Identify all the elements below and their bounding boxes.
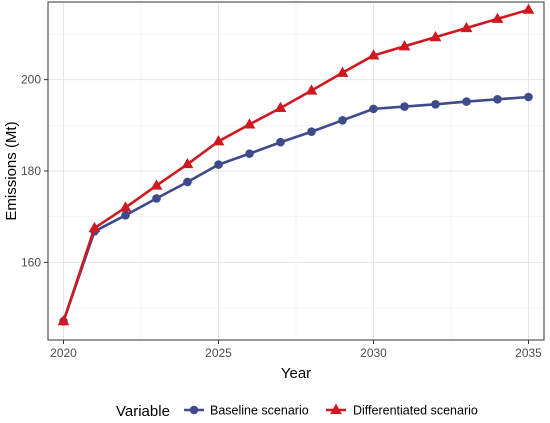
data-point-circle: [183, 177, 192, 187]
data-point-circle: [152, 194, 161, 203]
data-point-triangle: [367, 49, 380, 60]
data-point-triangle: [150, 179, 163, 190]
data-point-circle: [307, 127, 316, 137]
legend-title: Variable: [116, 403, 170, 420]
data-point-triangle: [212, 135, 225, 146]
y-tick-label: 180: [21, 164, 41, 178]
data-point-circle: [462, 97, 471, 106]
data-point-triangle: [429, 30, 442, 42]
data-point-circle: [276, 137, 285, 147]
data-point-circle: [338, 116, 347, 125]
data-point-circle: [493, 94, 502, 104]
y-axis-title: Emissions (Mt): [3, 121, 20, 220]
series-layer: [57, 3, 535, 326]
data-point-triangle: [243, 118, 256, 129]
legend-label-1: Baseline scenario: [210, 404, 309, 418]
y-tick-label: 200: [21, 73, 41, 87]
axis-ticks: 2020 2025 2030 2035 160 180 200: [21, 73, 542, 360]
data-point-triangle: [522, 3, 535, 14]
y-tick-label: 160: [21, 255, 41, 269]
legend-key-triangle: [330, 403, 342, 415]
series-line: [62, 8, 529, 322]
series-2: [57, 3, 535, 326]
data-point-circle: [369, 104, 378, 114]
data-point-circle: [214, 160, 223, 169]
data-point-triangle: [398, 40, 411, 51]
legend-key-circle: [189, 405, 199, 415]
data-point-triangle: [460, 21, 473, 33]
x-tick-label: 2030: [360, 346, 387, 360]
x-tick-label: 2020: [50, 346, 77, 360]
data-point-triangle: [88, 221, 101, 233]
legend-label-2: Differentiated scenario: [353, 404, 478, 418]
legend-key-1: [184, 405, 204, 415]
data-point-circle: [400, 102, 409, 111]
data-point-triangle: [336, 66, 349, 77]
data-point-circle: [524, 92, 533, 102]
data-point-triangle: [181, 157, 194, 169]
data-point-circle: [121, 211, 130, 220]
panel-border: [47, 1, 545, 341]
x-tick-label: 2035: [515, 346, 542, 360]
data-point-triangle: [491, 12, 504, 23]
series-line: [62, 95, 529, 322]
data-point-circle: [431, 100, 440, 109]
legend: Variable Baseline scenario Differentiated…: [116, 403, 478, 420]
x-tick-label: 2025: [205, 346, 232, 360]
data-point-triangle: [305, 84, 318, 95]
data-point-circle: [245, 149, 254, 158]
legend-key-2: [326, 403, 346, 415]
data-point-triangle: [119, 201, 132, 212]
data-point-triangle: [57, 315, 70, 326]
x-axis-title: Year: [281, 365, 311, 382]
data-point-triangle: [274, 101, 287, 112]
